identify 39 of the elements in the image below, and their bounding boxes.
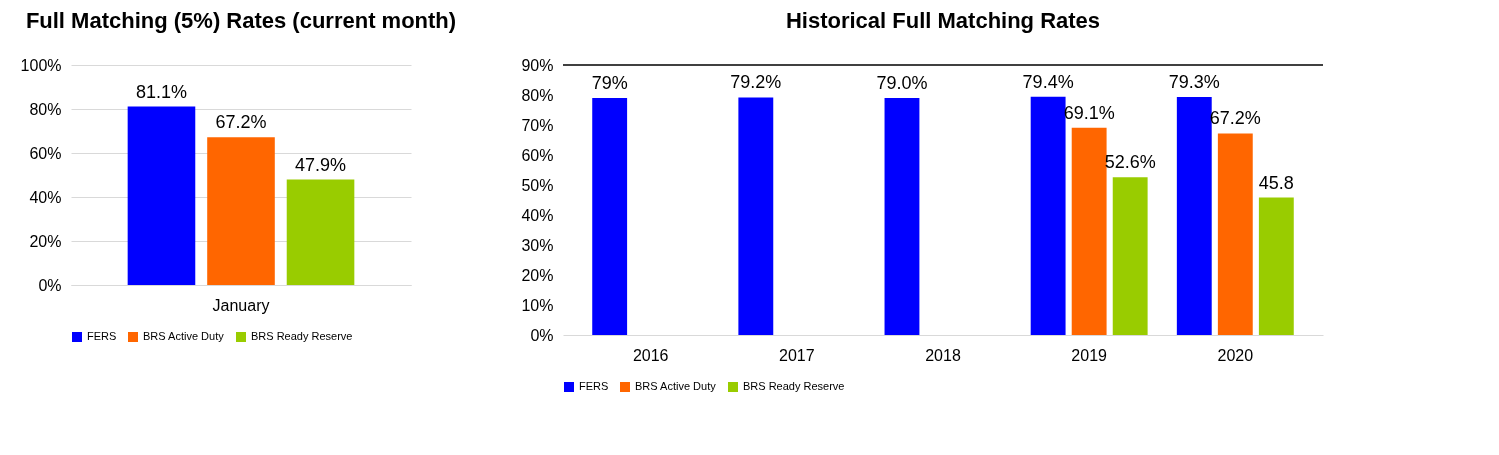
data-label: 79% — [591, 73, 628, 93]
y-tick-label: 60% — [521, 146, 554, 164]
y-tick-label: 40% — [29, 188, 62, 206]
y-tick-label: 40% — [521, 206, 554, 224]
data-label: 67.2% — [215, 112, 267, 133]
data-label: 81.1% — [135, 81, 187, 102]
y-tick-label: 60% — [29, 144, 62, 162]
x-tick-label: 2016 — [632, 346, 669, 364]
data-label: 79.0% — [876, 73, 928, 93]
y-tick-label: 0% — [530, 326, 554, 344]
data-label: 79.4% — [1022, 71, 1074, 92]
y-tick-label: 20% — [521, 266, 554, 284]
data-label: 47.9% — [295, 154, 347, 175]
chart-title: Historical Full Matching Rates — [785, 8, 1101, 33]
y-tick-label: 10% — [521, 296, 554, 314]
y-tick-label: 90% — [521, 56, 554, 74]
legend-label: BRS Ready Reserve — [251, 330, 353, 342]
legend-label: BRS Ready Reserve — [743, 380, 845, 392]
data-label: 79.2% — [730, 72, 782, 93]
y-tick-label: 80% — [29, 100, 62, 118]
chart-title: Full Matching (5%) Rates (current month) — [25, 8, 457, 33]
x-tick-label: 2017 — [779, 346, 815, 364]
data-label: 79.3% — [1168, 72, 1220, 93]
x-tick-label: 2018 — [925, 346, 961, 364]
legend-label: BRS Active Duty — [143, 330, 225, 342]
y-tick-label: 100% — [20, 56, 62, 74]
y-tick-label: 80% — [521, 86, 554, 104]
legend-label: FERS — [579, 380, 609, 392]
y-tick-label: 20% — [29, 232, 62, 250]
x-tick-label: 2019 — [1071, 346, 1108, 364]
x-tick-label: 2020 — [1217, 346, 1254, 364]
y-tick-label: 0% — [38, 276, 62, 294]
legend-label: FERS — [87, 330, 117, 342]
y-tick-label: 30% — [521, 236, 554, 254]
x-tick-label: January — [212, 296, 270, 314]
data-label: 45.8 — [1258, 172, 1294, 193]
y-tick-label: 50% — [521, 176, 554, 194]
y-tick-label: 70% — [521, 116, 554, 134]
legend-label: BRS Active Duty — [635, 380, 717, 392]
